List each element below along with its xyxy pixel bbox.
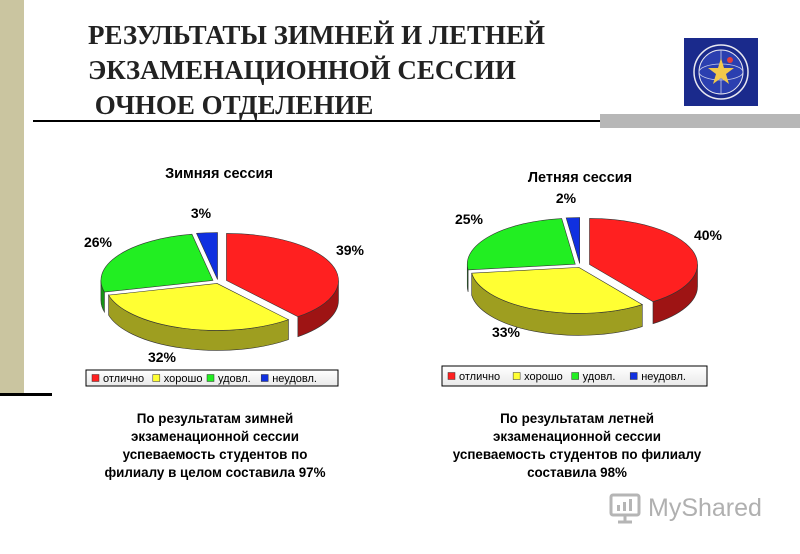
summer-caption-line: успеваемость студентов по филиалу <box>452 447 702 462</box>
summer-caption-line: экзаменационной сессии <box>493 429 661 444</box>
summer-caption-line: По результатам летней <box>500 411 654 426</box>
winter-caption: По результатам зимней экзаменационной се… <box>70 410 360 482</box>
pie-label-summer-good: 33% <box>492 324 521 340</box>
pie-slice-winter-satisfactory <box>100 233 214 314</box>
summer-chart-legend: отлично хорошо удовл. неудовл. <box>441 365 708 387</box>
svg-text:хорошо: хорошо <box>524 371 563 383</box>
summer-caption-line: составила 98% <box>527 465 627 480</box>
pie-slice-winter-excellent <box>226 233 339 338</box>
myshared-watermark: MyShared <box>608 488 778 528</box>
svg-text:неудовл.: неудовл. <box>641 371 686 383</box>
title-divider <box>33 120 605 122</box>
legend-item-summer-unsatisfactory: неудовл. <box>629 371 686 383</box>
pie-label-summer-excellent: 40% <box>694 227 723 243</box>
winter-caption-line: успеваемость студентов по <box>122 447 308 462</box>
winter-caption-line: По результатам зимней <box>136 411 294 426</box>
svg-text:удовл.: удовл. <box>218 373 251 385</box>
pie-label-winter-excellent: 39% <box>336 242 365 258</box>
winter-caption-line: филиалу в целом составила 97% <box>104 465 326 480</box>
summer-pie-chart: Летняя сессия 40% 33% 25% 2% отлично хорошо у… <box>441 170 723 387</box>
winter-chart-title: Зимняя сессия <box>165 166 273 182</box>
legend-item-summer-good: хорошо <box>512 371 563 383</box>
pie-slice-summer-excellent <box>589 218 698 325</box>
pie-label-summer-unsatisfactory: 2% <box>556 190 577 206</box>
winter-pie-chart: Зимняя сессия 39% 32% 26% 3% отлично хорошо у… <box>84 166 365 387</box>
pie-slice-winter-good <box>108 283 290 351</box>
winter-caption-line: экзаменационной сессии <box>131 429 299 444</box>
university-emblem-icon <box>684 38 758 106</box>
svg-text:отлично: отлично <box>459 371 500 383</box>
legend-item-winter-good: хорошо <box>152 373 203 385</box>
sidebar-underline <box>0 393 52 396</box>
title-divider-accent <box>600 114 800 128</box>
legend-item-winter-unsatisfactory: неудовл. <box>260 373 317 385</box>
slide-title-line-2: ЭКЗАМЕНАЦИОННОЙ СЕССИИ <box>88 55 516 85</box>
presentation-board-icon <box>609 493 641 524</box>
slide-title-line-3: ОЧНОЕ ОТДЕЛЕНИЕ <box>88 90 374 120</box>
svg-text:неудовл.: неудовл. <box>272 373 317 385</box>
slide-sidebar-bar <box>0 0 24 395</box>
svg-text:хорошо: хорошо <box>164 373 203 385</box>
winter-chart-legend: отлично хорошо удовл. неудовл. <box>85 369 339 387</box>
pie-label-summer-satisfactory: 25% <box>455 211 484 227</box>
svg-text:удовл.: удовл. <box>583 371 616 383</box>
pie-slice-winter-unsatisfactory <box>196 232 218 280</box>
legend-item-summer-satisfactory: удовл. <box>571 371 616 383</box>
pie-label-winter-satisfactory: 26% <box>84 234 113 250</box>
pie-label-winter-good: 32% <box>148 349 177 365</box>
summer-caption: По результатам летней экзаменационной се… <box>432 410 722 482</box>
svg-text:отлично: отлично <box>103 373 144 385</box>
legend-item-winter-satisfactory: удовл. <box>206 373 251 385</box>
pie-slice-summer-good <box>471 267 644 336</box>
slide-title-line-1: РЕЗУЛЬТАТЫ ЗИМНЕЙ И ЛЕТНЕЙ <box>88 20 546 50</box>
summer-chart-title: Летняя сессия <box>528 170 632 186</box>
pie-slice-summer-satisfactory <box>466 218 576 293</box>
legend-item-winter-excellent: отлично <box>91 373 144 385</box>
pie-label-winter-unsatisfactory: 3% <box>191 205 212 221</box>
pie-slice-summer-unsatisfactory <box>565 217 580 264</box>
legend-item-summer-excellent: отлично <box>447 371 500 383</box>
watermark-text: MyShared <box>648 494 762 522</box>
